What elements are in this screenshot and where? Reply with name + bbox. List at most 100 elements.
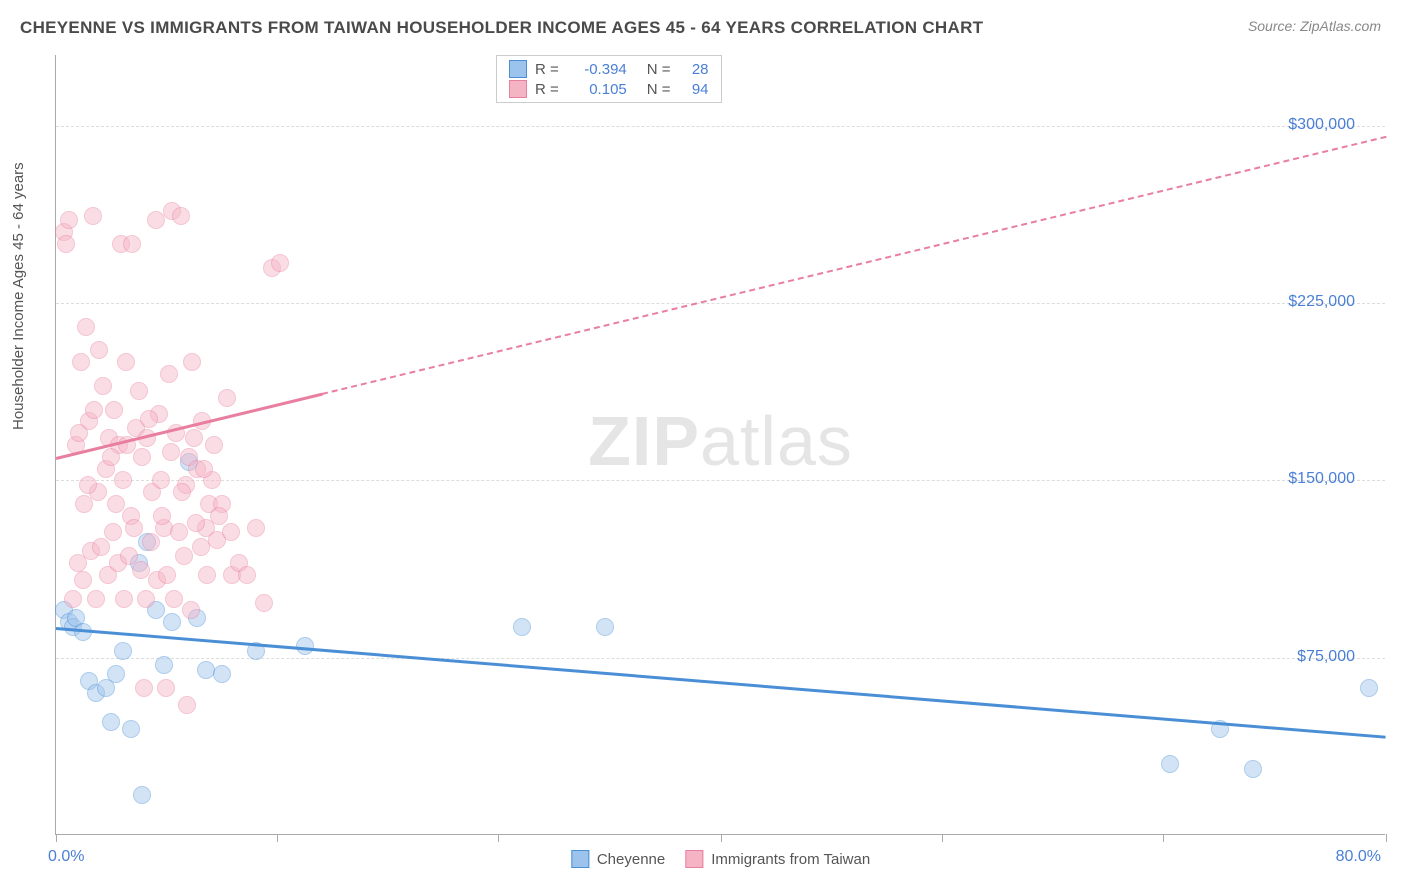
scatter-point (213, 665, 231, 683)
scatter-point (79, 476, 97, 494)
gridline-h (56, 303, 1385, 304)
scatter-point (210, 507, 228, 525)
legend-r-value: -0.394 (567, 61, 627, 78)
chart-title: CHEYENNE VS IMMIGRANTS FROM TAIWAN HOUSE… (20, 18, 983, 38)
scatter-point (165, 590, 183, 608)
scatter-point (114, 471, 132, 489)
scatter-point (104, 523, 122, 541)
scatter-point (218, 389, 236, 407)
y-tick-label: $225,000 (1288, 293, 1355, 311)
x-tick (498, 834, 499, 842)
scatter-point (222, 523, 240, 541)
scatter-point (187, 514, 205, 532)
legend-swatch (509, 80, 527, 98)
scatter-point (115, 590, 133, 608)
scatter-point (137, 590, 155, 608)
legend-swatch (571, 850, 589, 868)
scatter-point (155, 656, 173, 674)
scatter-point (107, 495, 125, 513)
plot-area: ZIPatlas R = -0.394N = 28R = 0.105N = 94… (55, 55, 1385, 835)
scatter-point (60, 211, 78, 229)
scatter-point (94, 377, 112, 395)
scatter-point (170, 523, 188, 541)
legend-swatch (509, 60, 527, 78)
scatter-point (70, 424, 88, 442)
legend-n-label: N = (647, 61, 671, 78)
x-tick (942, 834, 943, 842)
scatter-point (75, 495, 93, 513)
scatter-point (158, 566, 176, 584)
scatter-point (1244, 760, 1262, 778)
scatter-point (133, 448, 151, 466)
scatter-point (163, 613, 181, 631)
scatter-point (153, 507, 171, 525)
x-tick (721, 834, 722, 842)
scatter-point (182, 601, 200, 619)
legend-item: Cheyenne (571, 850, 665, 868)
y-tick-label: $300,000 (1288, 116, 1355, 134)
scatter-point (130, 382, 148, 400)
scatter-point (102, 448, 120, 466)
scatter-point (133, 786, 151, 804)
scatter-point (175, 547, 193, 565)
scatter-point (596, 618, 614, 636)
series-legend: Cheyenne Immigrants from Taiwan (571, 850, 870, 868)
legend-r-value: 0.105 (567, 81, 627, 98)
x-tick (56, 834, 57, 842)
legend-row: R = -0.394N = 28 (509, 60, 709, 78)
scatter-point (125, 519, 143, 537)
y-tick-label: $75,000 (1297, 648, 1355, 666)
scatter-point (142, 533, 160, 551)
x-tick (1386, 834, 1387, 842)
legend-label: Immigrants from Taiwan (711, 851, 870, 868)
scatter-point (157, 679, 175, 697)
legend-item: Immigrants from Taiwan (685, 850, 870, 868)
scatter-point (160, 365, 178, 383)
scatter-point (183, 353, 201, 371)
scatter-point (90, 341, 108, 359)
scatter-point (135, 679, 153, 697)
scatter-point (238, 566, 256, 584)
legend-swatch (685, 850, 703, 868)
trend-line (56, 627, 1386, 738)
legend-n-label: N = (647, 81, 671, 98)
legend-n-value: 28 (679, 61, 709, 78)
scatter-point (185, 429, 203, 447)
scatter-point (1360, 679, 1378, 697)
legend-r-label: R = (535, 81, 559, 98)
scatter-point (255, 594, 273, 612)
gridline-h (56, 480, 1385, 481)
scatter-point (147, 211, 165, 229)
scatter-point (513, 618, 531, 636)
scatter-point (107, 665, 125, 683)
scatter-point (195, 460, 213, 478)
scatter-point (122, 720, 140, 738)
scatter-point (205, 436, 223, 454)
scatter-point (197, 661, 215, 679)
scatter-point (1161, 755, 1179, 773)
legend-row: R = 0.105 N = 94 (509, 80, 709, 98)
legend-label: Cheyenne (597, 851, 665, 868)
trend-line (322, 135, 1386, 394)
y-tick-label: $150,000 (1288, 470, 1355, 488)
x-tick (1163, 834, 1164, 842)
scatter-point (102, 713, 120, 731)
scatter-point (64, 590, 82, 608)
scatter-point (247, 519, 265, 537)
scatter-point (140, 410, 158, 428)
scatter-point (74, 571, 92, 589)
scatter-point (162, 443, 180, 461)
legend-n-value: 94 (679, 81, 709, 98)
scatter-point (105, 401, 123, 419)
scatter-point (132, 561, 150, 579)
scatter-point (178, 696, 196, 714)
scatter-point (152, 471, 170, 489)
source-label: Source: ZipAtlas.com (1248, 18, 1381, 34)
scatter-point (57, 235, 75, 253)
scatter-point (271, 254, 289, 272)
scatter-point (114, 642, 132, 660)
x-axis-min-label: 0.0% (48, 848, 84, 866)
scatter-point (172, 207, 190, 225)
scatter-point (173, 483, 191, 501)
scatter-point (123, 235, 141, 253)
